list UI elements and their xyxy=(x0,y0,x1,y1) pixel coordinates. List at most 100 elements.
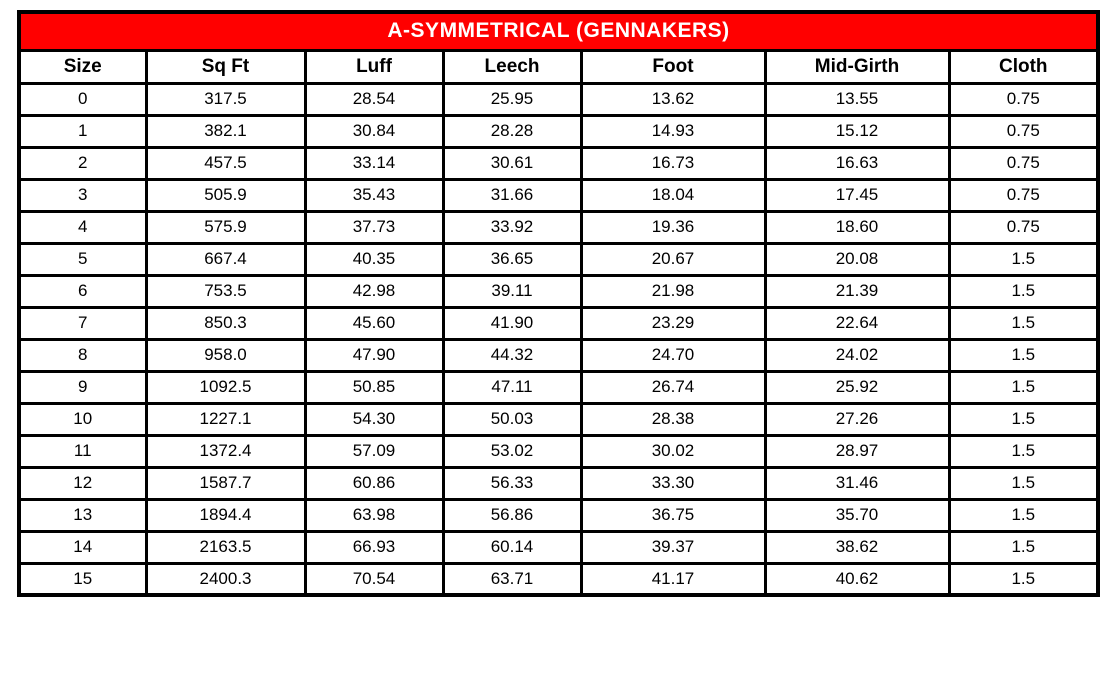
cell-sq_ft: 1227.1 xyxy=(144,401,307,437)
cell-luff: 35.43 xyxy=(303,177,445,213)
cell-size: 8 xyxy=(17,337,148,373)
cell-mid_girth: 28.97 xyxy=(763,433,951,469)
cell-size: 0 xyxy=(17,81,148,117)
cell-cloth: 1.5 xyxy=(947,241,1100,277)
table-row: 13 1894.4 63.98 56.86 36.75 35.70 1.5 xyxy=(17,497,1100,533)
cell-size: 11 xyxy=(17,433,148,469)
cell-luff: 45.60 xyxy=(303,305,445,341)
cell-luff: 42.98 xyxy=(303,273,445,309)
cell-sq_ft: 667.4 xyxy=(144,241,307,277)
cell-luff: 60.86 xyxy=(303,465,445,501)
cell-size: 4 xyxy=(17,209,148,245)
column-header-cloth: Cloth xyxy=(947,48,1100,85)
cell-size: 6 xyxy=(17,273,148,309)
cell-size: 9 xyxy=(17,369,148,405)
table-title-row: A-SYMMETRICAL (GENNAKERS) xyxy=(17,10,1100,52)
table-header-row: Size Sq Ft Luff Leech Foot Mid-Girth Clo… xyxy=(17,48,1100,85)
cell-mid_girth: 13.55 xyxy=(763,81,951,117)
cell-size: 1 xyxy=(17,113,148,149)
cell-mid_girth: 16.63 xyxy=(763,145,951,181)
table-row: 4 575.9 37.73 33.92 19.36 18.60 0.75 xyxy=(17,209,1100,245)
table-row: 15 2400.3 70.54 63.71 41.17 40.62 1.5 xyxy=(17,561,1100,597)
cell-cloth: 1.5 xyxy=(947,497,1100,533)
cell-foot: 36.75 xyxy=(579,497,767,533)
cell-cloth: 1.5 xyxy=(947,273,1100,309)
cell-cloth: 1.5 xyxy=(947,369,1100,405)
cell-luff: 57.09 xyxy=(303,433,445,469)
cell-foot: 18.04 xyxy=(579,177,767,213)
table-body: 0 317.5 28.54 25.95 13.62 13.55 0.75 1 382.1 30.8… xyxy=(17,81,1100,597)
cell-foot: 33.30 xyxy=(579,465,767,501)
cell-sq_ft: 958.0 xyxy=(144,337,307,373)
cell-cloth: 0.75 xyxy=(947,209,1100,245)
cell-foot: 41.17 xyxy=(579,561,767,597)
cell-leech: 50.03 xyxy=(441,401,583,437)
cell-luff: 37.73 xyxy=(303,209,445,245)
cell-leech: 56.33 xyxy=(441,465,583,501)
cell-mid_girth: 25.92 xyxy=(763,369,951,405)
table-row: 1 382.1 30.84 28.28 14.93 15.12 0.75 xyxy=(17,113,1100,149)
cell-mid_girth: 21.39 xyxy=(763,273,951,309)
cell-leech: 63.71 xyxy=(441,561,583,597)
table-row: 8 958.0 47.90 44.32 24.70 24.02 1.5 xyxy=(17,337,1100,373)
cell-mid_girth: 27.26 xyxy=(763,401,951,437)
cell-cloth: 1.5 xyxy=(947,433,1100,469)
cell-mid_girth: 17.45 xyxy=(763,177,951,213)
cell-luff: 30.84 xyxy=(303,113,445,149)
cell-sq_ft: 1092.5 xyxy=(144,369,307,405)
cell-cloth: 0.75 xyxy=(947,177,1100,213)
cell-size: 13 xyxy=(17,497,148,533)
cell-leech: 53.02 xyxy=(441,433,583,469)
cell-sq_ft: 575.9 xyxy=(144,209,307,245)
cell-leech: 44.32 xyxy=(441,337,583,373)
cell-mid_girth: 31.46 xyxy=(763,465,951,501)
cell-luff: 47.90 xyxy=(303,337,445,373)
cell-sq_ft: 753.5 xyxy=(144,273,307,309)
cell-leech: 28.28 xyxy=(441,113,583,149)
cell-foot: 13.62 xyxy=(579,81,767,117)
cell-foot: 24.70 xyxy=(579,337,767,373)
cell-cloth: 1.5 xyxy=(947,561,1100,597)
cell-leech: 60.14 xyxy=(441,529,583,565)
cell-size: 5 xyxy=(17,241,148,277)
cell-leech: 56.86 xyxy=(441,497,583,533)
cell-luff: 50.85 xyxy=(303,369,445,405)
cell-luff: 54.30 xyxy=(303,401,445,437)
cell-leech: 47.11 xyxy=(441,369,583,405)
cell-foot: 14.93 xyxy=(579,113,767,149)
cell-sq_ft: 505.9 xyxy=(144,177,307,213)
cell-sq_ft: 850.3 xyxy=(144,305,307,341)
cell-mid_girth: 35.70 xyxy=(763,497,951,533)
cell-leech: 41.90 xyxy=(441,305,583,341)
table-row: 7 850.3 45.60 41.90 23.29 22.64 1.5 xyxy=(17,305,1100,341)
table-row: 2 457.5 33.14 30.61 16.73 16.63 0.75 xyxy=(17,145,1100,181)
table-row: 6 753.5 42.98 39.11 21.98 21.39 1.5 xyxy=(17,273,1100,309)
cell-luff: 33.14 xyxy=(303,145,445,181)
cell-sq_ft: 2163.5 xyxy=(144,529,307,565)
cell-cloth: 0.75 xyxy=(947,81,1100,117)
cell-sq_ft: 1587.7 xyxy=(144,465,307,501)
cell-size: 7 xyxy=(17,305,148,341)
column-header-leech: Leech xyxy=(441,48,583,85)
cell-leech: 39.11 xyxy=(441,273,583,309)
cell-luff: 28.54 xyxy=(303,81,445,117)
cell-size: 12 xyxy=(17,465,148,501)
table-title: A-SYMMETRICAL (GENNAKERS) xyxy=(17,10,1100,52)
cell-mid_girth: 22.64 xyxy=(763,305,951,341)
cell-sq_ft: 1372.4 xyxy=(144,433,307,469)
column-header-sq-ft: Sq Ft xyxy=(144,48,307,85)
cell-mid_girth: 24.02 xyxy=(763,337,951,373)
cell-cloth: 1.5 xyxy=(947,337,1100,373)
cell-sq_ft: 457.5 xyxy=(144,145,307,181)
cell-foot: 21.98 xyxy=(579,273,767,309)
cell-sq_ft: 317.5 xyxy=(144,81,307,117)
table-row: 14 2163.5 66.93 60.14 39.37 38.62 1.5 xyxy=(17,529,1100,565)
table-row: 3 505.9 35.43 31.66 18.04 17.45 0.75 xyxy=(17,177,1100,213)
cell-cloth: 0.75 xyxy=(947,113,1100,149)
cell-cloth: 1.5 xyxy=(947,529,1100,565)
gennaker-spec-sheet: A-SYMMETRICAL (GENNAKERS) Size Sq Ft Luf… xyxy=(17,10,1101,597)
gennaker-spec-table: A-SYMMETRICAL (GENNAKERS) Size Sq Ft Luf… xyxy=(17,10,1101,597)
cell-cloth: 1.5 xyxy=(947,465,1100,501)
column-header-mid-girth: Mid-Girth xyxy=(763,48,951,85)
cell-cloth: 0.75 xyxy=(947,145,1100,181)
